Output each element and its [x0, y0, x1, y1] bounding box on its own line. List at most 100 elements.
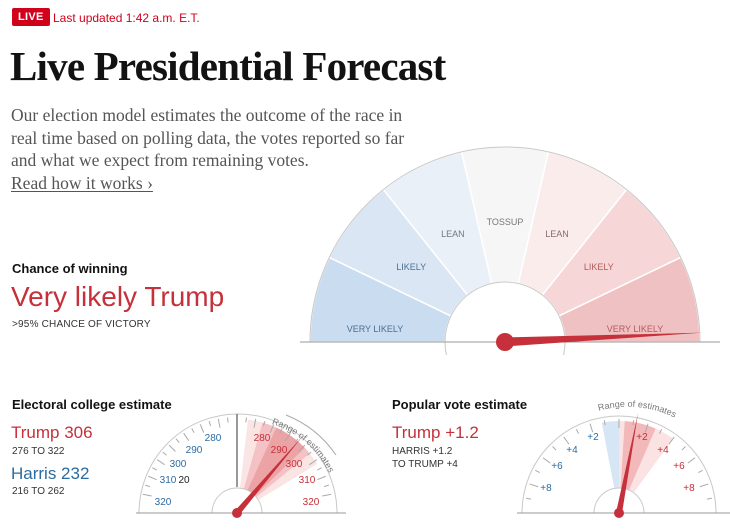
electoral-tick — [175, 438, 180, 443]
last-updated: Last updated 1:42 a.m. E.T. — [53, 11, 200, 25]
popular-needle — [616, 412, 639, 514]
electoral-tick — [309, 459, 318, 466]
popular-tick — [575, 429, 580, 434]
popular-harris-tick-label: +6 — [551, 461, 563, 472]
electoral-trump-tick-label: 320 — [303, 497, 320, 508]
electoral-tick — [317, 475, 326, 481]
electoral-harris-tick-label: 320 — [155, 497, 172, 508]
popular-tick — [687, 457, 696, 464]
popular-tick — [542, 457, 551, 464]
electoral-tick — [191, 428, 195, 433]
electoral-range-bracket — [285, 414, 337, 456]
popular-tick — [563, 436, 570, 445]
electoral-tick — [168, 444, 176, 452]
popular-needle-pivot — [614, 508, 624, 518]
popular-tick — [681, 446, 686, 451]
chance-segment-label: VERY LIKELY — [347, 324, 404, 334]
popular-tick — [699, 483, 709, 488]
popular-gauge-outline — [521, 415, 717, 514]
electoral-tick — [298, 444, 306, 452]
chance-gauge-outline — [309, 146, 701, 343]
popular-harris-line: HARRIS +1.2 — [392, 446, 453, 457]
electoral-tick — [148, 475, 157, 481]
electoral-inner-tick-label: 20 — [178, 475, 190, 486]
popular-harris-tick-label: +4 — [566, 445, 578, 456]
electoral-title: Electoral college estimate — [12, 397, 172, 412]
electoral-tick — [323, 484, 330, 488]
electoral-harris-tick-label: 310 — [160, 475, 177, 486]
intro-paragraph: Our election model estimates the outcome… — [11, 104, 421, 194]
chance-needle-pivot — [496, 333, 514, 351]
popular-tick — [632, 420, 635, 426]
electoral-tick — [152, 467, 157, 471]
chance-needle — [504, 332, 703, 347]
chance-of-winning-value: Very likely Trump — [11, 281, 225, 312]
popular-trump-tick-label: +6 — [673, 461, 685, 472]
electoral-tick — [262, 420, 266, 427]
electoral-tick — [322, 493, 332, 497]
chance-gauge-labels: VERY LIKELY LIKELY LEAN TOSSUP LEAN LIKELY VER… — [347, 217, 664, 334]
electoral-harris-tick-label: 290 — [186, 445, 203, 456]
electoral-tick — [307, 451, 312, 456]
electoral-tick — [142, 493, 152, 497]
electoral-trump-value: Trump 306 — [11, 423, 93, 442]
chance-gauge-segments — [309, 146, 701, 343]
electoral-harris-range: 216 TO 262 — [12, 486, 65, 497]
electoral-tick — [199, 424, 205, 433]
electoral-needle — [234, 435, 304, 515]
popular-gauge: +2+4+6+8+2+4+6+8 Range of estimates — [517, 399, 730, 518]
intro-text: Our election model estimates the outcome… — [11, 105, 405, 170]
electoral-tick — [144, 484, 151, 488]
chance-segment-label: TOSSUP — [487, 217, 524, 227]
popular-title: Popular vote estimate — [392, 397, 528, 412]
electoral-needle-pivot — [232, 508, 242, 518]
popular-trump-value: Trump +1.2 — [392, 423, 479, 442]
electoral-harris-tick-label: 300 — [170, 459, 187, 470]
electoral-tick — [269, 424, 275, 433]
live-badge: LIVE — [12, 8, 50, 26]
electoral-trump-range: 276 TO 322 — [12, 446, 65, 457]
popular-tick — [535, 469, 540, 474]
chance-segment-label: LIKELY — [584, 262, 614, 272]
chance-gauge: VERY LIKELY LIKELY LEAN TOSSUP LEAN LIKELY VER… — [300, 146, 720, 355]
popular-tick — [552, 446, 557, 451]
chance-of-victory-text: >95% CHANCE OF VICTORY — [12, 319, 151, 330]
electoral-trump-tick-label: 280 — [254, 433, 271, 444]
popular-trump-tick-label: +4 — [657, 445, 669, 456]
popular-tick — [668, 436, 675, 445]
read-how-it-works-link[interactable]: Read how it works › — [11, 172, 153, 193]
popular-trump-line: TO TRUMP +4 — [392, 459, 458, 470]
electoral-harris-tick-label: 280 — [205, 433, 222, 444]
popular-tick — [589, 423, 594, 433]
popular-tick — [526, 497, 532, 500]
popular-tick — [706, 497, 712, 500]
electoral-tick — [317, 467, 322, 471]
electoral-tick — [294, 438, 299, 443]
chance-segment-label: LIKELY — [396, 262, 426, 272]
page-title: Live Presidential Forecast — [10, 43, 446, 89]
electoral-tick — [253, 418, 257, 428]
electoral-trump-tick-label: 310 — [299, 475, 316, 486]
electoral-hub — [211, 487, 263, 514]
electoral-trump-tick-label: 300 — [286, 459, 303, 470]
electoral-gauge-outline — [138, 413, 338, 514]
chance-of-winning-label: Chance of winning — [12, 261, 128, 276]
electoral-tick — [156, 459, 165, 466]
chance-segment-label: VERY LIKELY — [607, 324, 664, 334]
electoral-trump-tick-label: 290 — [271, 445, 288, 456]
popular-tick — [529, 483, 539, 488]
electoral-tick — [217, 418, 221, 428]
chance-segment-label: LEAN — [545, 229, 569, 239]
electoral-tick — [208, 420, 212, 427]
chance-segment-label: LEAN — [441, 229, 465, 239]
popular-tick — [603, 420, 606, 426]
electoral-tick — [162, 451, 167, 456]
popular-harris-tick-label: +8 — [540, 483, 552, 494]
popular-harris-tick-label: +2 — [587, 432, 599, 443]
popular-tick — [698, 469, 703, 474]
popular-tick — [644, 423, 649, 433]
popular-trump-tick-label: +8 — [683, 483, 695, 494]
electoral-tick — [279, 428, 283, 433]
